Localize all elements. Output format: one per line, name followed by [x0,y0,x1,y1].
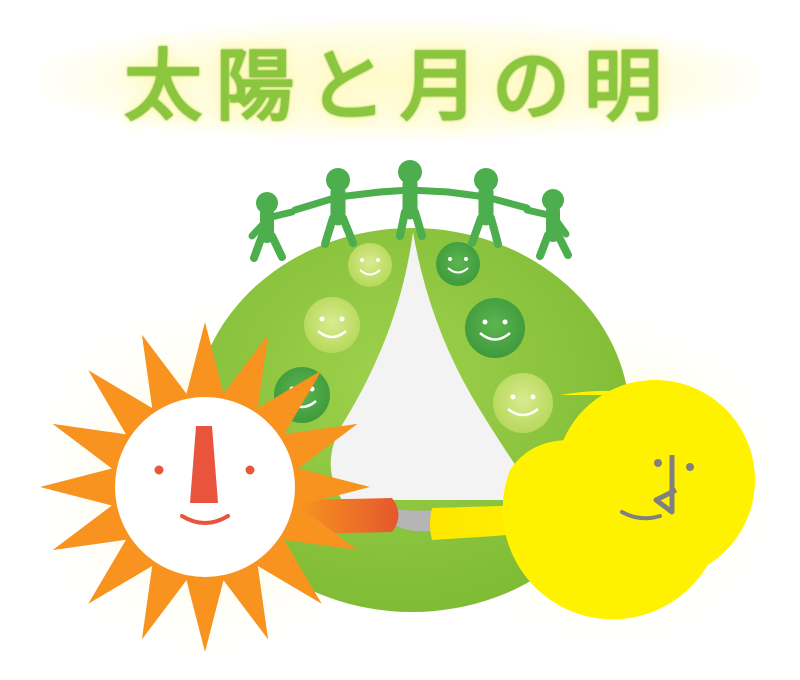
person-figure [444,168,531,248]
moon-body [555,380,755,580]
moon-horn [510,440,625,495]
smiley-face-icon [493,373,553,433]
moon-nose [653,455,678,515]
sun-character-icon [40,322,370,652]
person-figure [376,160,452,240]
person-figure [248,192,296,262]
page-title: 太陽と月の明 [123,42,676,132]
smiley-face-icon [304,297,360,353]
crescent-moon-character-icon [502,380,755,620]
smiley-face-icon [348,243,392,287]
sun-eye [245,465,255,475]
smiley-faces [274,242,553,433]
clasped-hands [392,508,440,532]
title-glow [40,20,760,140]
person-figure [523,189,572,260]
moon-eye [686,463,694,471]
people-holding-hands-icon [248,160,572,262]
moon-mouth [620,510,662,521]
smiley-face-icon [436,242,480,286]
sun-mouth [180,514,230,525]
person-figure [291,168,384,248]
moon-eye [654,459,662,467]
white-opening [330,232,540,500]
smiley-face-icon [465,298,525,358]
sun-eye [154,465,164,475]
sun-arm [300,498,399,534]
sun-nose [190,426,218,503]
